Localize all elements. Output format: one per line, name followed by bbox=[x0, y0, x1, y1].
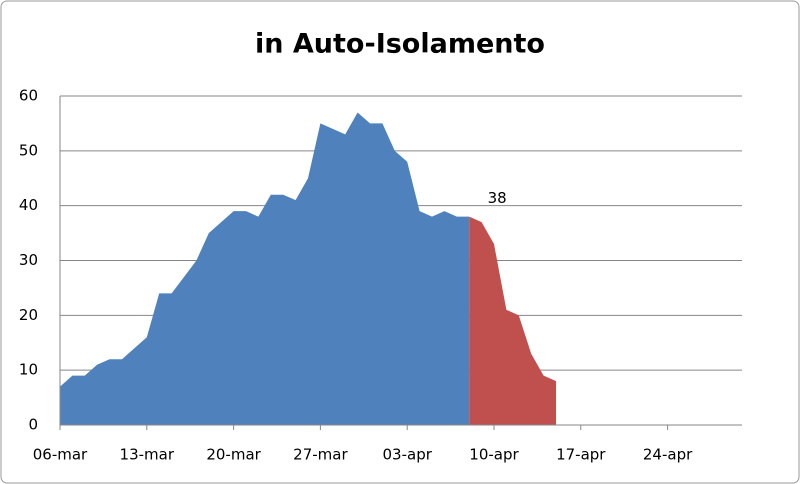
x-tick-label: 17-apr bbox=[556, 446, 606, 464]
chart-title: in Auto-Isolamento bbox=[255, 29, 545, 60]
x-tick-label: 06-mar bbox=[33, 446, 88, 464]
y-tick-label: 30 bbox=[19, 251, 38, 269]
x-tick-label: 03-apr bbox=[383, 446, 433, 464]
x-tick-label: 27-mar bbox=[293, 446, 348, 464]
x-tick-label: 10-apr bbox=[469, 446, 519, 464]
x-tick-label: 13-mar bbox=[120, 446, 175, 464]
x-tick-label: 24-apr bbox=[643, 446, 693, 464]
y-tick-label: 50 bbox=[19, 141, 38, 159]
y-tick-label: 10 bbox=[19, 361, 38, 379]
data-label: 38 bbox=[488, 189, 507, 207]
area bbox=[60, 112, 470, 425]
y-tick-label: 20 bbox=[19, 306, 38, 324]
y-tick-label: 60 bbox=[19, 87, 38, 105]
y-tick-label: 0 bbox=[28, 416, 38, 434]
y-tick-label: 40 bbox=[19, 196, 38, 214]
area bbox=[469, 216, 556, 425]
x-tick-label: 20-mar bbox=[206, 446, 261, 464]
